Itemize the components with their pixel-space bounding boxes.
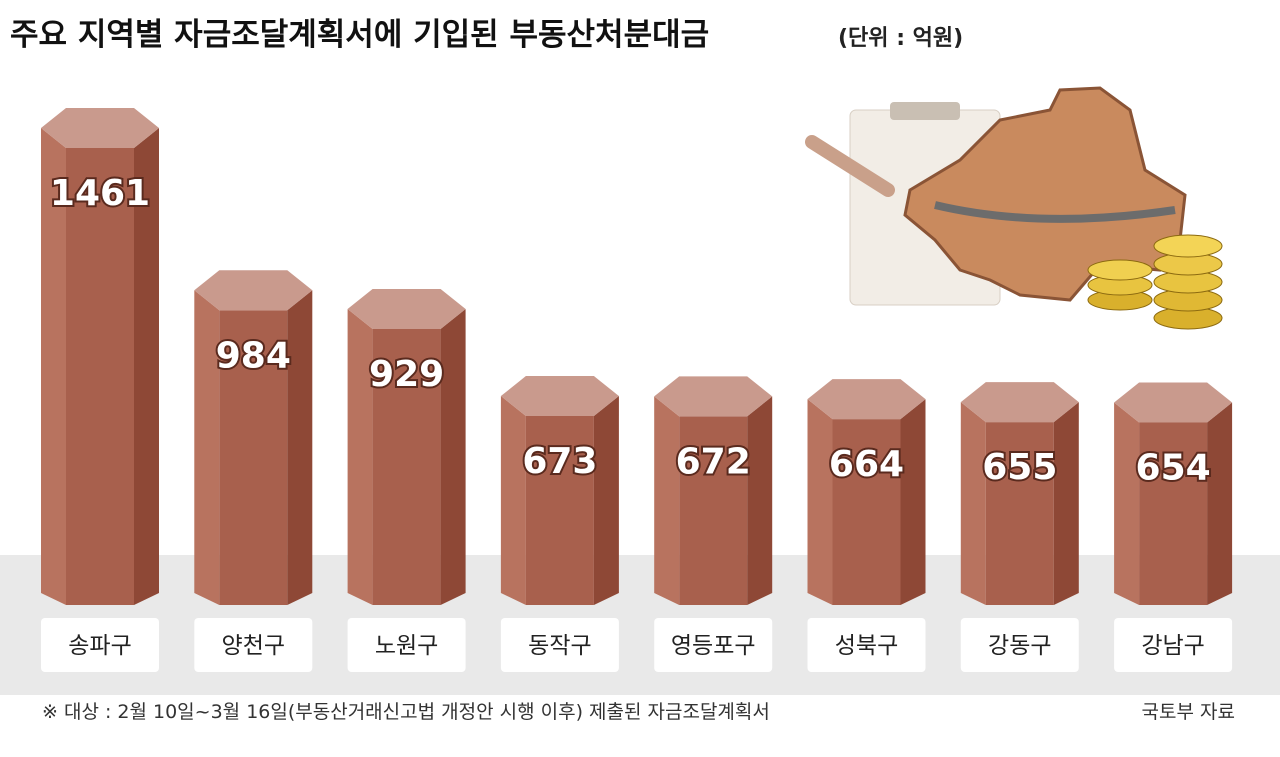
bar-front-face [1139,422,1208,605]
bar-right-face [287,290,313,605]
bar [654,376,773,605]
category-box [500,618,619,672]
category-box [1114,618,1233,672]
bar-top [654,376,773,417]
source: 국토부 자료 [1142,701,1235,723]
value-label: 655 [982,447,1057,488]
bar-top [347,288,466,329]
bar-left-face [960,402,986,605]
bar-left-face [194,290,220,605]
floor [0,555,1280,695]
bar-left-face [654,396,680,605]
bar-left-face [807,399,833,605]
bar-front-face [66,148,134,605]
category-box [960,618,1079,672]
bar-left-face [500,396,526,605]
clip [890,102,960,120]
bar [347,288,466,605]
bar [1114,382,1233,605]
bar-front-face [832,419,901,605]
category-box [654,618,773,672]
bar-top [500,376,619,417]
bar-top [960,382,1079,423]
x-tick-label: 동작구 [528,633,591,659]
bar-top [41,108,159,148]
category-box [347,618,466,672]
bar-right-face [900,399,926,605]
bar-top [194,270,313,311]
bar-front-face [525,416,594,605]
bar-top [1114,382,1233,423]
bar-front-face [372,328,441,605]
coin [1153,234,1223,258]
bar-right-face [1053,402,1079,605]
bar-front-face [679,416,748,605]
bar [500,376,619,605]
category-box [194,618,313,672]
x-tick-label: 강동구 [988,633,1051,659]
value-label: 654 [1136,448,1211,489]
x-tick-label: 성북구 [835,633,898,659]
illustration [805,86,1223,330]
x-tick-label: 송파구 [68,633,131,659]
bar-left-face [347,308,373,605]
bar-right-face [747,396,773,605]
x-tick-label: 강남구 [1141,633,1204,659]
category-box [807,618,926,672]
value-label: 984 [216,335,291,376]
bar-right-face [134,128,159,605]
value-label: 673 [522,441,597,482]
bar-left-face [41,128,66,605]
bar-top [807,379,926,420]
pencil [805,135,895,197]
coin [1087,259,1153,281]
bar [807,379,926,605]
bar [960,382,1079,605]
river [934,201,1176,223]
bar-right-face [593,396,619,605]
bar-front-face [219,310,288,605]
value-label: 672 [676,441,751,482]
bar-left-face [1114,402,1140,605]
x-tick-label: 영등포구 [671,633,756,659]
value-label: 929 [369,354,444,395]
chart-subtitle: (단위 : 억원) [838,26,963,51]
footnote: ※ 대상 : 2월 10일~3월 16일(부동산거래신고법 개정안 시행 이후)… [42,701,770,723]
chart-title: 주요 지역별 자금조달계획서에 기입된 부동산처분대금 [10,17,709,53]
bar-right-face [1207,402,1233,605]
category-box [41,618,159,672]
value-label: 664 [829,444,904,485]
bar [41,108,159,605]
x-tick-label: 양천구 [222,633,285,659]
x-tick-label: 노원구 [375,633,438,659]
bar-front-face [985,422,1054,605]
bar [194,270,313,605]
value-label: 1461 [50,173,150,214]
bar-right-face [440,308,466,605]
